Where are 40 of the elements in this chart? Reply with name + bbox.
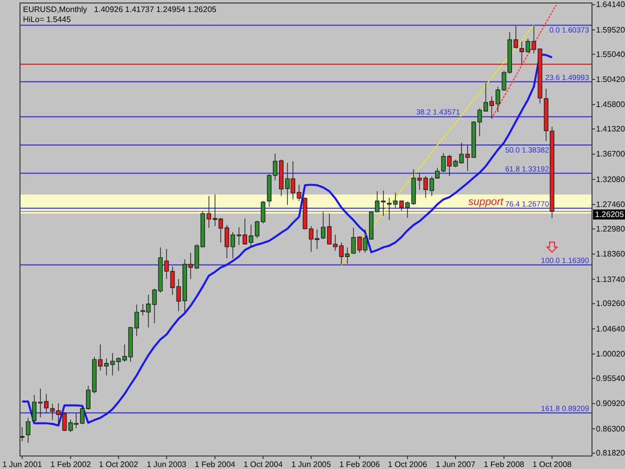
x-tick-label: 1 Oct 2002 — [98, 460, 139, 469]
candlestick — [550, 126, 554, 219]
x-tick-label: 1 Jun 2003 — [146, 460, 187, 469]
y-tick-label: 0.90920 — [596, 399, 625, 408]
y-tick-label: 0.86300 — [596, 424, 625, 434]
annotation: 1.40926 1.41737 1.24954 1.26205 — [94, 5, 217, 14]
x-tick-label: 1 Oct 2006 — [388, 460, 428, 469]
y-tick-label: 1.59520 — [596, 25, 625, 34]
y-tick-label: 1.00020 — [596, 350, 625, 359]
x-tick-label: 1 Jun 2005 — [291, 460, 332, 469]
candlestick — [26, 418, 30, 444]
candlestick — [20, 426, 24, 442]
y-tick-label: 1.04640 — [596, 324, 625, 334]
annotation: HiLo= 1.5445 — [23, 15, 72, 24]
candlestick — [351, 227, 356, 254]
y-tick-label: 1.64140 — [596, 0, 625, 10]
y-tick-label: 0.95540 — [596, 374, 625, 383]
chart-title: EURUSD,Monthly — [23, 5, 88, 14]
y-tick-label: 1.36700 — [596, 150, 625, 159]
x-tick-label: 1 Oct 2004 — [244, 460, 284, 469]
x-tick-label: 1 Feb 2002 — [50, 460, 92, 469]
x-tick-label: 1 Jun 2001 — [2, 460, 43, 469]
y-tick-label: 1.41320 — [596, 124, 625, 134]
y-tick-label: 1.09260 — [596, 299, 625, 308]
y-tick-label: 1.32080 — [596, 174, 625, 184]
annotation: support — [468, 196, 504, 208]
y-tick-label: 1.27460 — [596, 200, 625, 210]
y-tick-label: 0.81820 — [596, 448, 625, 458]
y-tick-label: 1.55040 — [596, 50, 625, 59]
candlestick — [544, 88, 548, 142]
x-tick-label: 1 Oct 2008 — [532, 460, 572, 469]
x-tick-label: 1 Feb 2004 — [194, 460, 236, 469]
y-tick-label: 1.22980 — [596, 224, 625, 234]
y-tick-label: 1.50420 — [596, 74, 625, 84]
x-tick-label: 1 Feb 2006 — [339, 460, 380, 469]
y-tick-label: 1.13740 — [596, 274, 625, 284]
y-tick-label: 1.18360 — [596, 250, 625, 259]
x-tick-label: 1 Jun 2007 — [436, 460, 476, 469]
x-tick-label: 1 Feb 2008 — [484, 460, 525, 469]
y-tick-label: 1.45800 — [596, 100, 625, 110]
